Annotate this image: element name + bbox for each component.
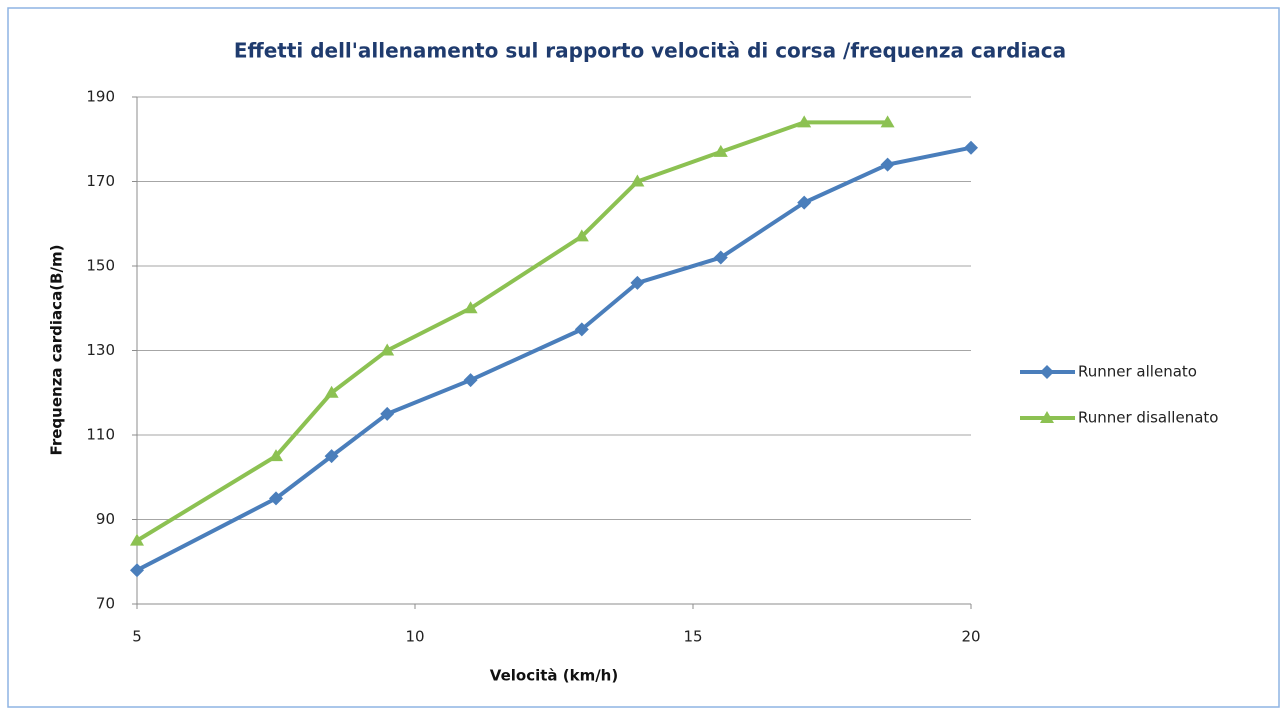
marker — [630, 174, 645, 187]
chart-border — [7, 7, 1280, 708]
y-tick-label: 70 — [96, 595, 115, 613]
marker — [713, 250, 728, 265]
marker — [130, 563, 144, 578]
marker — [797, 115, 812, 128]
marker — [324, 385, 339, 398]
chart-title: Effetti dell'allenamento sul rapporto ve… — [234, 39, 1066, 63]
legend-label: Runner disallenato — [1078, 409, 1218, 427]
legend-marker — [1040, 365, 1054, 379]
marker — [574, 322, 589, 337]
marker — [324, 449, 339, 464]
marker — [463, 373, 478, 388]
x-tick-label: 10 — [405, 628, 424, 646]
marker — [797, 195, 812, 210]
y-tick-label: 110 — [86, 426, 115, 444]
legend-label: Runner allenato — [1078, 363, 1197, 381]
marker — [880, 157, 895, 172]
y-tick-label: 130 — [86, 341, 115, 359]
marker — [880, 115, 895, 128]
y-tick-label: 150 — [86, 257, 115, 275]
y-tick-label: 90 — [96, 510, 115, 528]
x-tick-label: 20 — [961, 628, 980, 646]
marker — [130, 533, 144, 546]
marker — [380, 343, 395, 356]
x-tick-label: 5 — [132, 628, 142, 646]
marker — [269, 491, 283, 506]
marker — [463, 301, 478, 314]
marker — [380, 406, 395, 421]
series-line — [135, 120, 888, 543]
y-tick-label: 170 — [86, 172, 115, 190]
marker — [964, 140, 978, 155]
marker — [269, 449, 283, 462]
y-axis-label: Frequenza cardiaca(B/m) — [48, 245, 66, 456]
marker — [630, 275, 645, 290]
x-tick-label: 15 — [683, 628, 702, 646]
legend-marker — [1040, 411, 1054, 423]
x-axis-label: Velocità (km/h) — [490, 667, 618, 685]
y-tick-label: 190 — [86, 88, 115, 106]
marker — [713, 144, 728, 157]
marker — [574, 229, 589, 242]
